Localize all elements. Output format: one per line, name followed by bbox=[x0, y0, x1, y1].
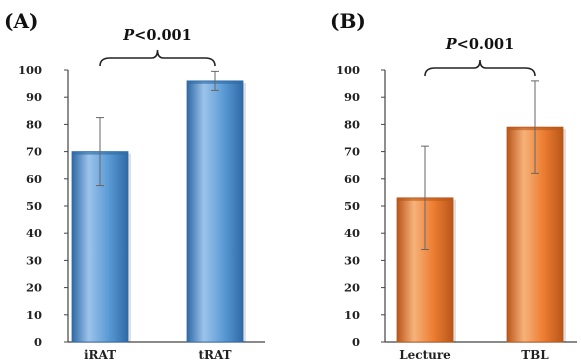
y-tick-label: 100 bbox=[18, 63, 42, 77]
y-tick-label: 0 bbox=[352, 335, 360, 349]
y-tick-label: 30 bbox=[26, 253, 42, 267]
bar-trat bbox=[186, 80, 244, 343]
y-tick-label: 30 bbox=[344, 253, 360, 267]
significance-bracket bbox=[99, 49, 216, 67]
y-tick-label: 70 bbox=[26, 145, 42, 159]
category-label: iRAT bbox=[84, 348, 116, 362]
panel-label: (A) bbox=[4, 9, 38, 33]
y-tick-label: 80 bbox=[26, 117, 42, 131]
y-tick-label: 100 bbox=[336, 63, 360, 77]
significance-label: P<0.001 bbox=[445, 36, 514, 53]
y-tick-label: 90 bbox=[26, 90, 42, 104]
y-tick-label: 0 bbox=[34, 335, 42, 349]
category-label: TBL bbox=[521, 348, 549, 362]
y-tick-label: 60 bbox=[26, 172, 42, 186]
y-tick-label: 40 bbox=[26, 226, 42, 240]
bar-tbl bbox=[506, 126, 564, 343]
y-tick-label: 90 bbox=[344, 90, 360, 104]
y-tick-label: 20 bbox=[26, 281, 42, 295]
y-tick-label: 50 bbox=[344, 199, 360, 213]
category-label: tRAT bbox=[198, 348, 231, 362]
significance-bracket bbox=[424, 59, 536, 77]
y-tick-label: 10 bbox=[344, 308, 360, 322]
y-tick-label: 10 bbox=[26, 308, 42, 322]
panel-label: (B) bbox=[330, 9, 366, 33]
chart-panel-1: (A) 0 10 20 30 40 50 60 70 80 90 100 iRAT tRAT P<0.001 bbox=[4, 9, 265, 362]
y-tick-label: 60 bbox=[344, 172, 360, 186]
significance-label: P<0.001 bbox=[122, 27, 191, 44]
y-tick-label: 50 bbox=[26, 199, 42, 213]
y-tick-label: 20 bbox=[344, 281, 360, 295]
y-tick-label: 70 bbox=[344, 145, 360, 159]
y-tick-label: 40 bbox=[344, 226, 360, 240]
y-tick-label: 80 bbox=[344, 117, 360, 131]
category-label: Lecture bbox=[399, 348, 451, 362]
chart-panel-2: (B) 0 10 20 30 40 50 60 70 80 90 100 Lecture TBL P<0.0… bbox=[330, 9, 577, 362]
